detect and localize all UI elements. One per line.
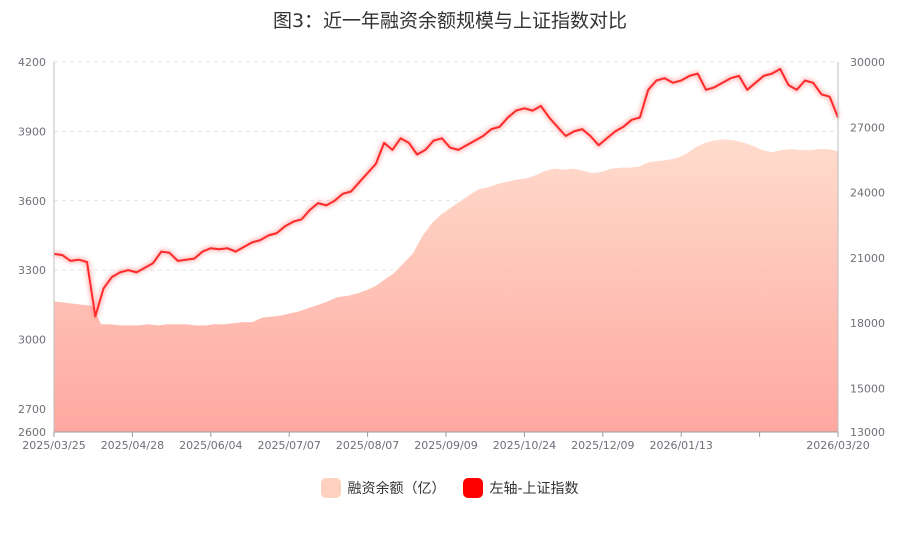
x-tick-label: 2025/07/07 <box>257 439 320 452</box>
right-tick-label: 30000 <box>850 56 885 69</box>
legend-label-margin-balance: 融资余额（亿） <box>347 481 446 497</box>
right-tick-label: 24000 <box>850 187 885 200</box>
legend-label-sse-index: 左轴-上证指数 <box>489 481 579 497</box>
right-axis-ticks: 13000 15000 18000 21000 24000 27000 30000 <box>850 56 885 439</box>
x-tick-label: 2025/06/04 <box>179 439 242 452</box>
margin-balance-area <box>54 139 838 433</box>
left-tick-label: 2700 <box>18 403 46 416</box>
left-tick-label: 3900 <box>18 125 46 138</box>
x-tick-label: 2025/09/09 <box>414 439 477 452</box>
legend-item-margin-balance[interactable]: 融资余额（亿） <box>321 478 445 498</box>
x-axis-ticks: 2025/03/25 2025/04/28 2025/06/04 2025/07/07… <box>22 432 870 452</box>
x-tick-label: 2025/10/24 <box>493 439 556 452</box>
legend-item-sse-index[interactable]: 左轴-上证指数 <box>463 478 579 498</box>
left-tick-label: 4200 <box>18 56 46 69</box>
x-tick-label: 2026/03/20 <box>806 439 869 452</box>
legend: 融资余额（亿） 左轴-上证指数 <box>0 478 900 498</box>
sse-index-line <box>53 67 839 318</box>
right-tick-label: 18000 <box>850 317 885 330</box>
left-tick-label: 2600 <box>18 426 46 439</box>
x-tick-label: 2026/01/13 <box>649 439 712 452</box>
right-tick-label: 15000 <box>850 382 885 395</box>
x-tick-label: 2025/04/28 <box>101 439 164 452</box>
x-tick-label: 2025/12/09 <box>571 439 634 452</box>
legend-swatch-margin-balance <box>321 478 342 498</box>
right-tick-label: 27000 <box>850 121 885 134</box>
chart-title: 图3：近一年融资余额规模与上证指数对比 <box>272 10 628 32</box>
left-axis-ticks: 2600 2700 3000 3300 3600 3900 4200 <box>18 56 46 439</box>
legend-swatch-sse-index <box>463 478 484 498</box>
right-tick-label: 21000 <box>850 252 885 265</box>
left-tick-label: 3000 <box>18 334 46 347</box>
left-tick-label: 3300 <box>18 264 46 277</box>
left-tick-label: 3600 <box>18 195 46 208</box>
x-tick-label: 2025/03/25 <box>22 439 85 452</box>
x-tick-label: 2025/08/07 <box>336 439 399 452</box>
right-tick-label: 13000 <box>850 426 885 439</box>
